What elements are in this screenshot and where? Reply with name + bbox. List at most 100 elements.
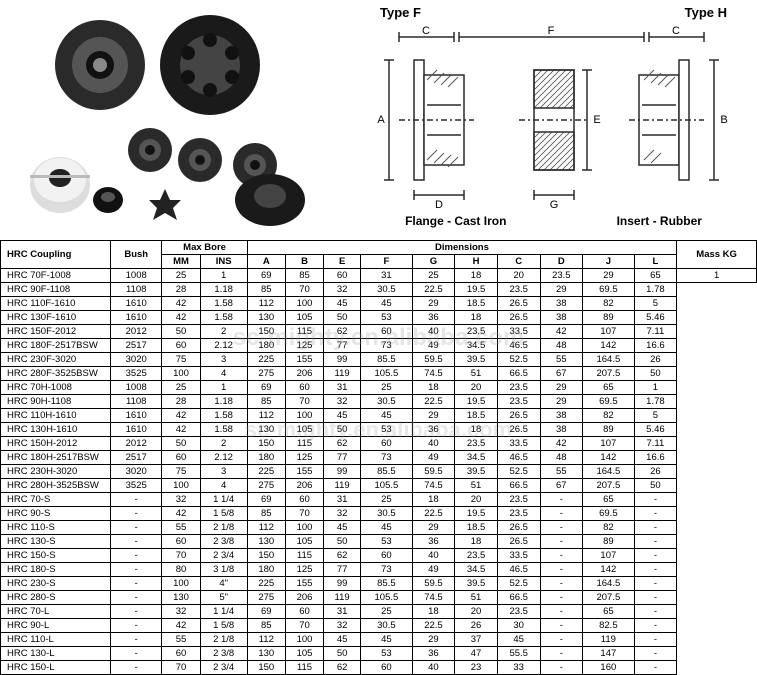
th-g: G [412, 255, 455, 269]
cell: 155 [285, 465, 323, 479]
cell: 3 [200, 353, 247, 367]
cell: 26.5 [497, 311, 540, 325]
cell: 150 [247, 661, 285, 675]
cell: 19.5 [455, 507, 498, 521]
cell: HRC 70-S [1, 493, 111, 507]
cell: 32 [324, 283, 361, 297]
cell: 26 [634, 353, 677, 367]
cell: - [111, 661, 162, 675]
type-f-label: Type F [380, 5, 421, 20]
cell: 5 [634, 409, 677, 423]
th-b: B [285, 255, 323, 269]
th-h: H [455, 255, 498, 269]
cell: 1.58 [200, 311, 247, 325]
cell: 39.5 [455, 577, 498, 591]
table-row: HRC 150H-2012201250215011562604023.533.5… [1, 437, 757, 451]
cell: - [634, 633, 677, 647]
cell: HRC 150-L [1, 661, 111, 675]
cell: 29 [412, 633, 455, 647]
cell: 73 [361, 339, 412, 353]
cell: 1008 [111, 269, 162, 283]
cell: 36 [412, 535, 455, 549]
cell: HRC 230F-3020 [1, 353, 111, 367]
cell: 50 [324, 311, 361, 325]
cell: 62 [324, 661, 361, 675]
cell: 23.5 [455, 325, 498, 339]
cell: 3525 [111, 479, 162, 493]
cell: 36 [412, 423, 455, 437]
cell: 107 [583, 325, 634, 339]
cell: 62 [324, 549, 361, 563]
cell: - [634, 661, 677, 675]
cell: 33.5 [497, 325, 540, 339]
cell: 29 [540, 395, 583, 409]
cell: 142 [583, 451, 634, 465]
cell: 147 [583, 647, 634, 661]
cell: 40 [412, 661, 455, 675]
cell: 52.5 [497, 353, 540, 367]
cell: 33 [497, 661, 540, 675]
cell: 2.12 [200, 451, 247, 465]
cell: 1 1/4 [200, 605, 247, 619]
cell: 26 [455, 619, 498, 633]
cell: 48 [540, 451, 583, 465]
cell: 82 [583, 297, 634, 311]
cell: 45 [324, 409, 361, 423]
cell: 60 [285, 605, 323, 619]
cell: 1 [200, 381, 247, 395]
cell: 4 [200, 479, 247, 493]
cell: 50 [324, 535, 361, 549]
table-row: HRC 70-S-321 1/469603125182023.5-65- [1, 493, 757, 507]
cell: 130 [247, 423, 285, 437]
cell: 49 [412, 339, 455, 353]
cell: 100 [285, 297, 323, 311]
th-bush: Bush [111, 241, 162, 269]
cell: - [634, 577, 677, 591]
cell: 85 [247, 395, 285, 409]
cell: - [634, 619, 677, 633]
cell: 34.5 [455, 563, 498, 577]
cell: 60 [162, 535, 200, 549]
cell: 74.5 [412, 367, 455, 381]
cell: 18.5 [455, 521, 498, 535]
cell: 82 [583, 521, 634, 535]
cell: 49 [412, 563, 455, 577]
cell: - [111, 619, 162, 633]
th-ins: INS [200, 255, 247, 269]
cell: 7.11 [634, 437, 677, 451]
cell: 112 [247, 633, 285, 647]
cell: 60 [324, 269, 361, 283]
cell: 206 [285, 479, 323, 493]
cell: 66.5 [497, 591, 540, 605]
cell: 142 [583, 563, 634, 577]
cell: 1108 [111, 283, 162, 297]
cell: 26.5 [497, 535, 540, 549]
table-row: HRC 230F-302030207532251559985.559.539.5… [1, 353, 757, 367]
cell: 42 [540, 325, 583, 339]
svg-text:C: C [422, 25, 430, 37]
th-c: C [497, 255, 540, 269]
th-j: J [583, 255, 634, 269]
cell: 105.5 [361, 479, 412, 493]
cell: 23.5 [497, 381, 540, 395]
cell: 36 [412, 311, 455, 325]
cell: 32 [324, 619, 361, 633]
cell: 1008 [111, 381, 162, 395]
cell: 100 [285, 633, 323, 647]
cell: 67 [540, 479, 583, 493]
cell: 70 [162, 661, 200, 675]
cell: HRC 110F-1610 [1, 297, 111, 311]
cell: 1.58 [200, 423, 247, 437]
type-h-label: Type H [685, 5, 727, 20]
cell: 60 [361, 549, 412, 563]
cell: 65 [583, 493, 634, 507]
cell: HRC 130-S [1, 535, 111, 549]
cell: - [111, 633, 162, 647]
cell: 3 [200, 465, 247, 479]
cell: 112 [247, 521, 285, 535]
table-row: HRC 90-L-421 5/885703230.522.52630-82.5- [1, 619, 757, 633]
cell: 60 [162, 647, 200, 661]
cell: 1 5/8 [200, 507, 247, 521]
cell: 207.5 [583, 367, 634, 381]
cell: 77 [324, 451, 361, 465]
